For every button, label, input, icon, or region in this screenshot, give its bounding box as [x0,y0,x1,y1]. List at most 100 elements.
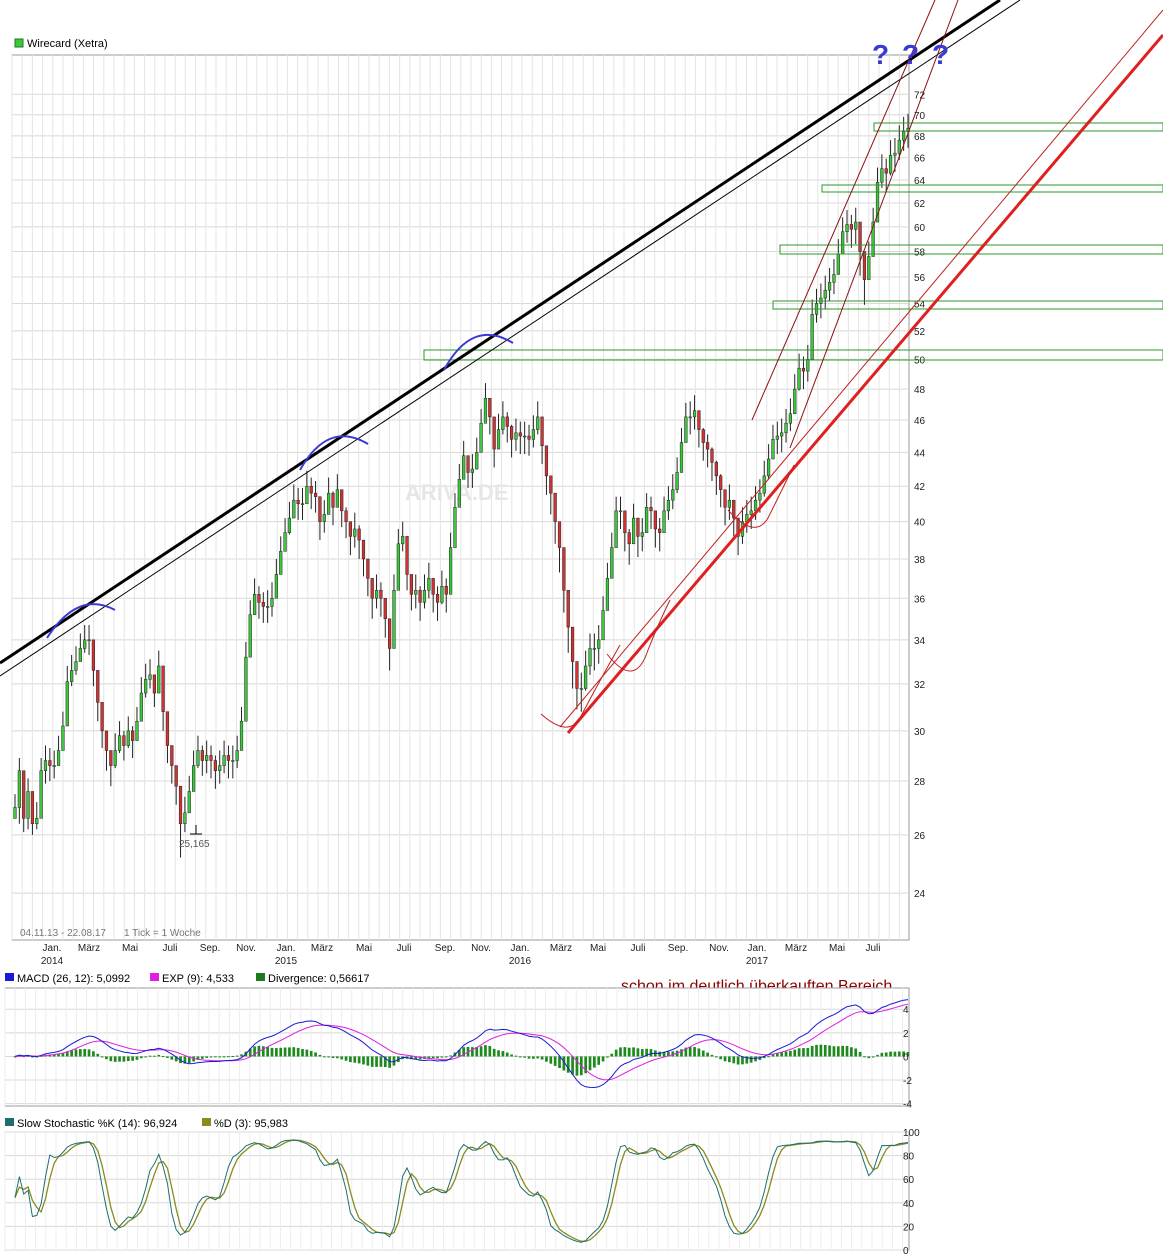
macd-divergence-bar [810,1046,814,1057]
macd-divergence-bar [806,1047,810,1057]
macd-divergence-bar [850,1047,853,1057]
macd-divergence-bar [819,1044,823,1057]
stoch-y-ticks: 0 20 40 60 80 100 [903,1128,920,1257]
candle-body [200,750,204,761]
stoch-plot-area [4,1131,910,1251]
candle-body [327,492,331,515]
macd-divergence-bar [475,1047,479,1057]
stoch-y-tick-label: 100 [903,1128,920,1139]
macd-y-tick-label: 4 [903,1005,909,1016]
candle-body [466,455,470,473]
candle-body [361,539,366,560]
macd-divergence-bar [601,1056,605,1062]
candle-body [640,532,644,537]
macd-divergence-bar [462,1047,466,1057]
macd-divergence-bar [240,1054,243,1057]
candle-body [283,532,287,552]
candle-body [457,479,461,508]
candle-body [56,750,61,766]
candle-body [209,755,213,761]
macd-divergence-bar [536,1056,540,1059]
candle-body [893,152,897,156]
macd-divergence-bar [388,1056,391,1068]
macd-divergence-bar [161,1056,165,1058]
macd-line [14,999,909,1089]
candle-body [483,398,488,424]
macd-divergence-bar [749,1056,753,1063]
macd-divergence-bar [558,1056,561,1069]
candle-body [35,818,39,825]
macd-divergence-bar [732,1056,736,1064]
candle-body [610,547,614,579]
candle-body [479,422,483,453]
candle-body [139,692,143,722]
macd-divergence-bar [362,1056,365,1065]
candle-body [675,472,679,490]
tick-info-label: 1 Tick = 1 Woche [124,928,201,939]
macd-divergence-bar [131,1056,134,1061]
macd-divergence-bar [497,1050,500,1057]
macd-divergence-bar [780,1052,784,1057]
price-x-tick-label: März [785,943,807,954]
macd-divergence-bar [296,1047,300,1057]
macd-divergence-bar [275,1048,278,1057]
candle-body [758,492,762,501]
macd-divergence-bar [414,1056,418,1060]
candle-body [427,578,431,591]
macd-divergence-bar [680,1049,683,1057]
macd-divergence-bar [889,1051,892,1057]
candle-body [248,614,252,658]
candle-body [823,289,827,299]
stochastic-panel: Slow Stochastic %K (14): 96,924 %D (3): … [4,1118,920,1257]
macd-divergence-bar [714,1056,718,1058]
price-y-tick-label: 60 [914,223,926,234]
macd-divergence-bar [135,1056,139,1060]
candle-body [414,589,418,595]
candle-body [627,532,631,545]
macd-divergence-bar [549,1056,553,1064]
macd-divergence-bar [723,1056,727,1062]
min-value-label: 25,165 [179,839,210,850]
price-panel: ARIVA.DE 24 26 28 30 32 34 36 38 40 42 44 46 48 50 52 5… [0,0,1163,967]
price-x-tick-label: Nov. [471,943,491,954]
price-y-tick-label: 36 [914,594,926,605]
candle-body [871,221,875,257]
candle-body [584,665,588,689]
candle-body [697,410,701,430]
macd-divergence-bar [427,1056,431,1059]
candle-body [287,517,292,533]
candle-body [218,765,222,771]
price-y-tick-label: 48 [914,385,926,396]
macd-divergence-bar [693,1047,696,1057]
price-y-tick-label: 28 [914,777,926,788]
macd-divergence-bar [105,1056,108,1060]
candle-body [784,422,788,434]
candle-body [117,735,122,751]
candle-body [131,730,135,741]
candle-body [880,168,884,183]
candle-body [379,589,383,599]
price-y-tick-label: 54 [914,299,926,310]
candle-body [727,499,732,508]
stoch-y-tick-label: 40 [903,1199,915,1210]
candle-body [845,224,849,232]
macd-divergence-bar [205,1056,209,1058]
macd-divergence-bar [728,1056,731,1063]
candle-body [135,720,139,741]
candle-body [736,517,740,537]
candle-body [61,725,65,751]
zone-60 [821,184,1163,193]
price-x-tick-label: Sep. [200,943,221,954]
macd-divergence-bar [667,1051,670,1057]
macd-divergence-bar [318,1054,322,1057]
price-y-tick-label: 64 [914,176,926,187]
candle-body [645,507,649,533]
legend-swatch-wirecard [14,38,24,48]
candle-body [653,510,657,530]
candle-body [313,492,318,497]
candle-body [348,521,353,537]
macd-divergence-bar [92,1051,95,1057]
macd-divergence-bar [632,1047,635,1057]
candle-body [91,639,96,671]
candle-body [858,221,862,252]
